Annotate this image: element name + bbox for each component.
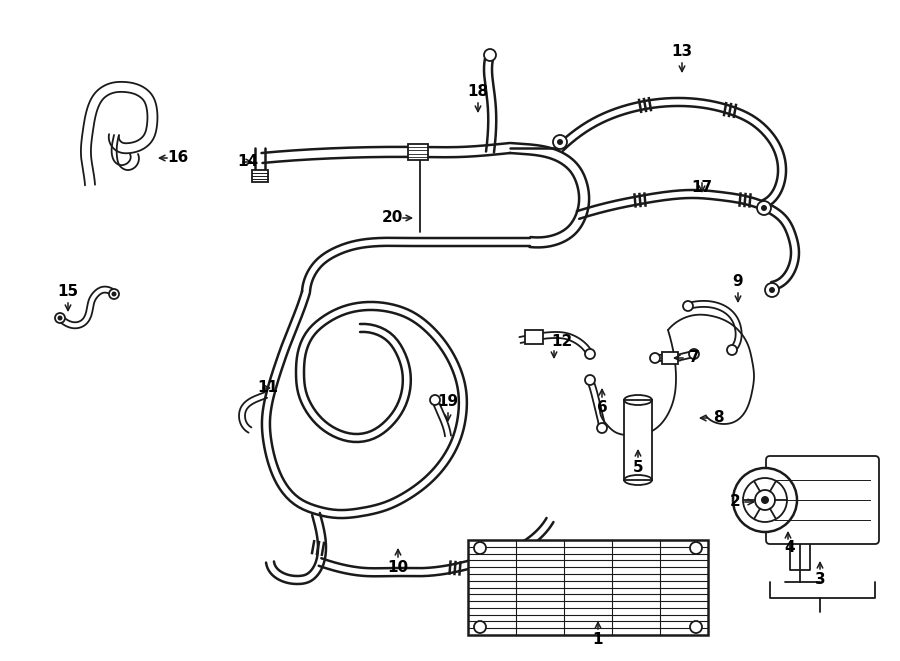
- Circle shape: [683, 301, 693, 311]
- Text: 12: 12: [552, 334, 572, 350]
- Text: 10: 10: [387, 561, 409, 576]
- Text: 16: 16: [167, 151, 189, 165]
- Circle shape: [58, 315, 62, 321]
- Circle shape: [553, 135, 567, 149]
- Text: 14: 14: [238, 155, 258, 169]
- Circle shape: [761, 205, 767, 211]
- Text: 2: 2: [730, 494, 741, 510]
- Bar: [408, 144, 428, 160]
- Circle shape: [597, 423, 607, 433]
- Text: 11: 11: [257, 381, 278, 395]
- Text: 9: 9: [733, 274, 743, 290]
- Text: 18: 18: [467, 85, 489, 100]
- Text: 19: 19: [437, 395, 459, 410]
- Circle shape: [474, 542, 486, 554]
- Bar: [525, 330, 543, 344]
- Bar: [468, 540, 708, 635]
- Circle shape: [689, 349, 699, 359]
- Circle shape: [761, 496, 769, 504]
- Circle shape: [733, 468, 797, 532]
- Text: 1: 1: [593, 633, 603, 648]
- Circle shape: [757, 201, 771, 215]
- Circle shape: [769, 287, 775, 293]
- Circle shape: [474, 621, 486, 633]
- Bar: [624, 400, 652, 480]
- Text: 3: 3: [814, 572, 825, 588]
- Text: 4: 4: [785, 541, 796, 555]
- Circle shape: [112, 292, 116, 297]
- Text: 5: 5: [633, 461, 643, 475]
- Circle shape: [430, 395, 440, 405]
- Circle shape: [557, 139, 563, 145]
- FancyBboxPatch shape: [766, 456, 879, 544]
- Text: 20: 20: [382, 210, 402, 225]
- Text: 7: 7: [688, 350, 699, 366]
- Circle shape: [690, 542, 702, 554]
- Circle shape: [109, 289, 119, 299]
- Circle shape: [743, 478, 787, 522]
- Circle shape: [765, 283, 779, 297]
- Bar: [662, 352, 678, 364]
- Circle shape: [484, 49, 496, 61]
- Circle shape: [690, 621, 702, 633]
- Circle shape: [727, 345, 737, 355]
- Circle shape: [585, 375, 595, 385]
- Circle shape: [585, 349, 595, 359]
- Text: 17: 17: [691, 180, 713, 196]
- Bar: [252, 170, 268, 182]
- Text: 8: 8: [713, 410, 724, 426]
- Text: 15: 15: [58, 284, 78, 299]
- Circle shape: [650, 353, 660, 363]
- Text: 6: 6: [597, 401, 608, 416]
- Circle shape: [55, 313, 65, 323]
- Circle shape: [755, 490, 775, 510]
- Text: 13: 13: [671, 44, 693, 59]
